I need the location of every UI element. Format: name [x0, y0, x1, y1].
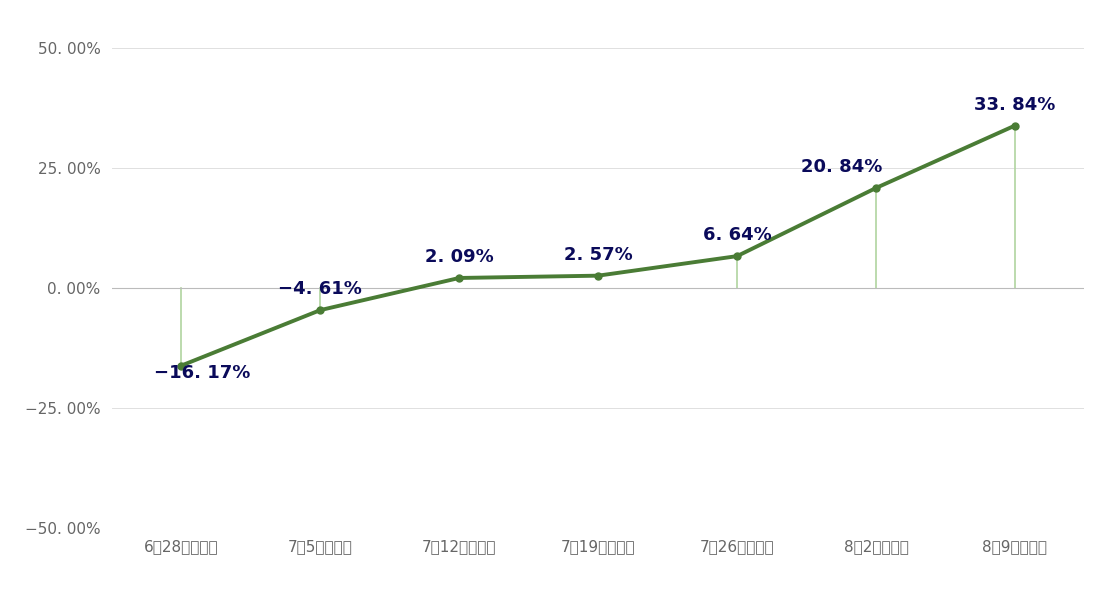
Text: −4. 61%: −4. 61%: [278, 280, 362, 298]
Text: 6. 64%: 6. 64%: [703, 226, 771, 244]
Text: −16. 17%: −16. 17%: [154, 364, 250, 382]
Point: [728, 251, 746, 261]
Point: [589, 271, 607, 280]
Point: [311, 305, 329, 315]
Text: 2. 57%: 2. 57%: [563, 245, 633, 263]
Point: [868, 183, 885, 193]
Point: [1006, 121, 1024, 130]
Text: 2. 09%: 2. 09%: [425, 248, 493, 266]
Text: 20. 84%: 20. 84%: [800, 158, 882, 176]
Text: 33. 84%: 33. 84%: [974, 95, 1055, 113]
Point: [451, 273, 468, 283]
Point: [172, 361, 190, 370]
